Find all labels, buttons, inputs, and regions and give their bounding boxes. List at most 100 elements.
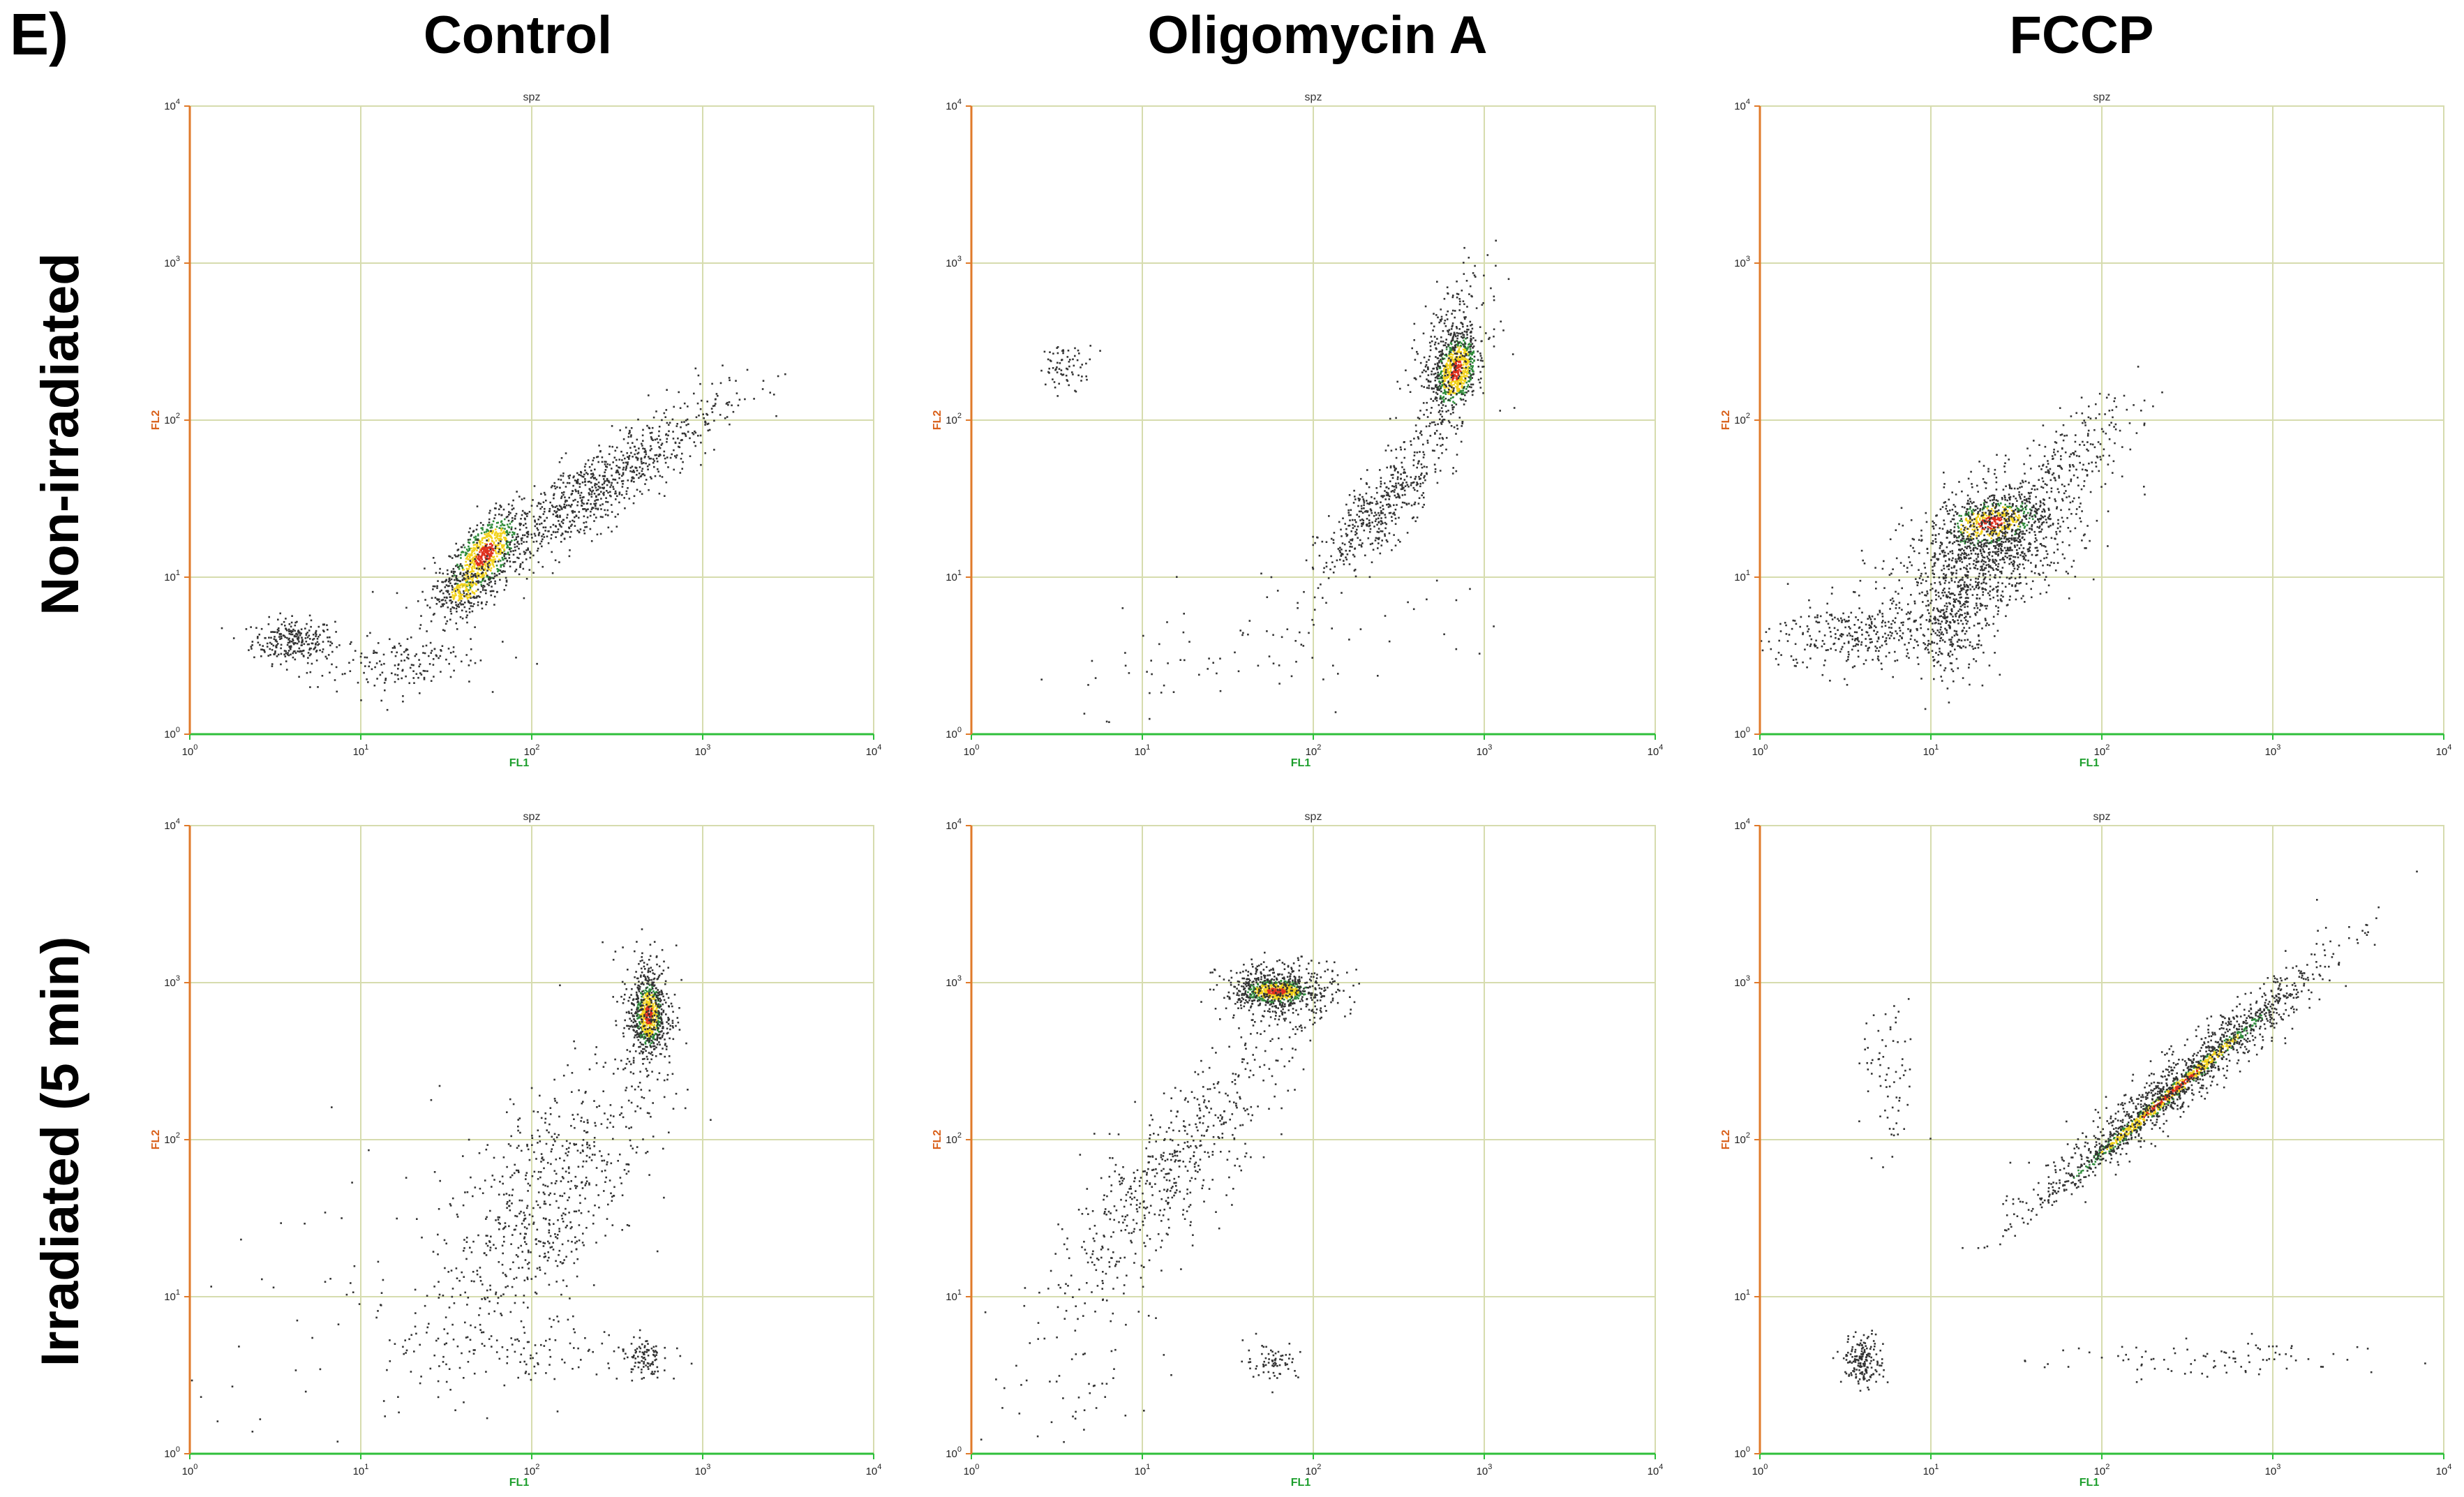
event-dot <box>445 623 447 625</box>
event-dot <box>595 516 597 519</box>
event-dot <box>418 665 420 668</box>
event-dot <box>274 639 277 642</box>
event-dot <box>1449 374 1451 377</box>
event-dot <box>2031 523 2033 526</box>
event-dot <box>441 603 444 606</box>
event-dot <box>1382 512 1384 514</box>
event-dot <box>360 662 362 664</box>
event-dot <box>436 587 438 589</box>
event-dot <box>502 546 505 548</box>
event-dot <box>440 599 443 602</box>
event-dot <box>1396 478 1399 480</box>
event-dot <box>1448 357 1450 359</box>
event-dot <box>2013 495 2015 498</box>
event-dot <box>675 425 678 427</box>
event-dot <box>1973 512 1975 515</box>
event-dot <box>1966 547 1968 549</box>
event-dot <box>606 479 608 482</box>
event-dot <box>595 489 598 491</box>
event-dot <box>604 463 606 466</box>
event-dot <box>615 471 618 474</box>
event-dot <box>1440 423 1443 425</box>
event-dot <box>1463 311 1465 313</box>
event-dot <box>329 636 331 639</box>
event-dot <box>1397 493 1400 496</box>
event-dot <box>500 532 502 535</box>
event-dot <box>455 576 457 579</box>
event-dot <box>502 641 504 643</box>
event-dot <box>1433 421 1435 424</box>
event-dot <box>562 522 565 524</box>
event-dot <box>600 498 602 500</box>
event-dot <box>281 637 283 639</box>
event-dot <box>539 502 542 505</box>
event-dot <box>2005 525 2007 527</box>
event-dot <box>538 516 541 518</box>
event-dot <box>553 494 555 496</box>
event-dot <box>2017 514 2020 516</box>
event-dot <box>631 470 634 473</box>
event-dot <box>578 531 581 534</box>
event-dot <box>481 565 484 568</box>
event-dot <box>444 580 447 583</box>
event-dot <box>706 414 709 416</box>
event-dot <box>1461 367 1463 369</box>
event-dot <box>1950 572 1952 574</box>
event-dot <box>1430 412 1432 414</box>
event-dot <box>1407 601 1409 604</box>
event-dot <box>2045 556 2048 559</box>
event-dot <box>1977 578 1979 580</box>
event-dot <box>611 504 613 506</box>
event-dot <box>375 662 378 664</box>
event-dot <box>1985 522 1987 525</box>
event-dot <box>1470 350 1472 352</box>
event-dot <box>1219 657 1221 660</box>
event-dot <box>1863 563 1866 565</box>
event-dot <box>2034 507 2037 510</box>
event-dot <box>525 558 528 560</box>
event-dot <box>1454 316 1456 319</box>
event-dot <box>1442 396 1444 399</box>
event-dot <box>1967 522 1969 524</box>
event-dot <box>486 583 488 586</box>
event-dot <box>1450 382 1452 385</box>
event-dot <box>1381 539 1383 542</box>
event-dot <box>1453 406 1455 408</box>
event-dot <box>1988 535 1991 537</box>
event-dot <box>1458 356 1461 359</box>
event-dot <box>1146 671 1148 673</box>
event-dot <box>1451 325 1454 327</box>
event-dot <box>2025 518 2028 520</box>
event-dot <box>493 572 496 575</box>
event-dot <box>567 514 569 516</box>
event-dot <box>523 551 525 553</box>
event-dot <box>1345 535 1348 537</box>
event-dot <box>294 658 297 661</box>
event-dot <box>1468 343 1470 345</box>
event-dot <box>1394 523 1397 526</box>
event-dot <box>1946 537 1948 539</box>
event-dot <box>485 549 487 551</box>
event-dot <box>1423 454 1426 456</box>
event-dot <box>1450 376 1453 379</box>
event-dot <box>1469 352 1471 355</box>
event-dot <box>1332 664 1334 666</box>
event-dot <box>1441 437 1444 439</box>
event-dot <box>1452 358 1454 361</box>
event-dot <box>684 433 687 435</box>
event-dot <box>1405 475 1408 477</box>
event-dot <box>283 620 285 623</box>
event-dot <box>438 657 440 660</box>
event-dot <box>549 501 551 504</box>
event-dot <box>1380 477 1382 479</box>
event-dot <box>463 584 466 587</box>
event-dot <box>1418 478 1421 480</box>
event-dot <box>1949 509 1951 512</box>
event-dot <box>506 544 509 546</box>
event-dot <box>636 474 638 476</box>
event-dot <box>508 511 510 513</box>
event-dot <box>401 653 403 656</box>
event-dot <box>615 492 617 495</box>
event-dot <box>1077 374 1080 377</box>
